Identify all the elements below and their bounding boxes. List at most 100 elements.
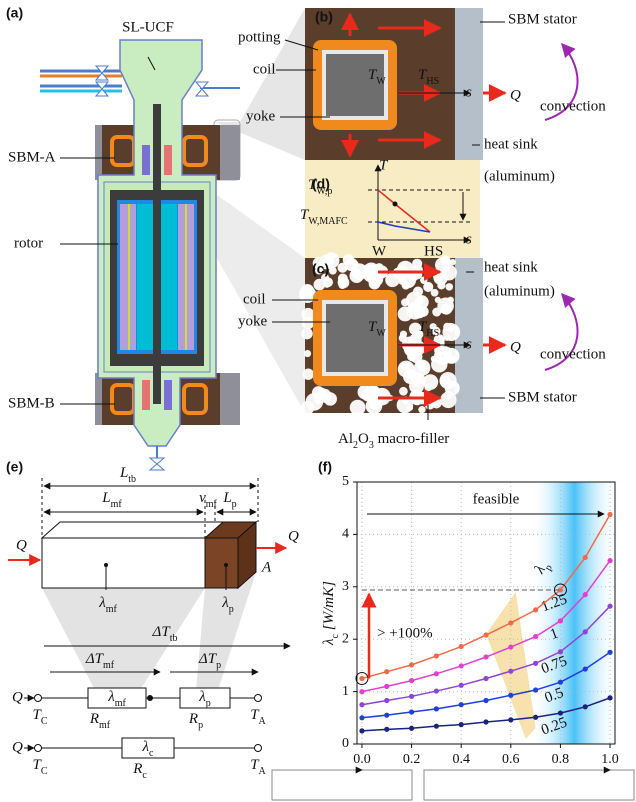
label: SBM-B xyxy=(8,395,55,411)
panel-tag: (e) xyxy=(6,459,23,475)
text-part: tb xyxy=(170,633,178,644)
label: Q xyxy=(16,537,27,553)
macro-filler xyxy=(407,405,413,411)
text-part: mf xyxy=(106,604,118,615)
label: HS xyxy=(424,243,443,259)
y-tick-label: 2 xyxy=(342,631,349,646)
machine xyxy=(40,40,240,470)
y-tick-label: 3 xyxy=(342,579,349,594)
data-point xyxy=(483,698,488,703)
data-point xyxy=(607,604,612,609)
data-point xyxy=(434,706,439,711)
data-point xyxy=(483,632,488,637)
text-part: L xyxy=(101,490,110,506)
label: yoke xyxy=(246,108,276,124)
label: vmf xyxy=(199,490,217,509)
data-point xyxy=(409,709,414,714)
data-point xyxy=(359,715,364,720)
label: SBM stator xyxy=(508,389,577,405)
label: (aluminum) xyxy=(484,283,555,299)
data-point xyxy=(459,644,464,649)
macro-filler xyxy=(301,401,314,414)
text-part: p xyxy=(198,720,203,731)
macro-filler xyxy=(317,388,326,397)
text-part: mf xyxy=(115,698,127,709)
data-point xyxy=(359,689,364,694)
label: SL-UCF xyxy=(122,19,174,35)
data-point xyxy=(483,654,488,659)
text-part: HS xyxy=(426,328,439,339)
macro-filler xyxy=(398,361,415,378)
label: s xyxy=(466,231,472,247)
x-tick-label: 0.0 xyxy=(353,752,371,767)
macro-filler xyxy=(414,308,424,318)
label: Lmf xyxy=(101,490,122,509)
label: convection xyxy=(540,346,606,362)
data-point xyxy=(459,702,464,707)
label: heat sink xyxy=(484,136,538,152)
label: Q xyxy=(510,87,521,103)
data-point xyxy=(583,704,588,709)
text-part: [W/mK] xyxy=(321,581,337,634)
macro-filler xyxy=(303,368,314,379)
data-point xyxy=(434,671,439,676)
panel-tag: (c) xyxy=(312,261,329,277)
data-point xyxy=(533,687,538,692)
text-part: mf xyxy=(103,660,115,671)
macro-filler xyxy=(447,297,454,304)
data-point xyxy=(558,680,563,685)
text-part: W xyxy=(376,328,386,339)
macro-filler xyxy=(358,385,373,400)
label: Q xyxy=(510,339,521,355)
macro-filler xyxy=(420,277,427,284)
label: Q xyxy=(288,528,299,544)
x-tick-label: 0.8 xyxy=(552,752,570,767)
data-point xyxy=(483,719,488,724)
text-part: R xyxy=(188,711,198,727)
panel-d-drawing xyxy=(305,160,480,258)
text-part: A xyxy=(259,766,267,777)
label: Q xyxy=(12,739,23,755)
macro-filler xyxy=(343,254,354,265)
data-point xyxy=(607,695,612,700)
text-part: c xyxy=(142,770,147,781)
data-point xyxy=(434,724,439,729)
data-point xyxy=(434,688,439,693)
panel-tag: (f) xyxy=(318,459,332,475)
macro-filler xyxy=(301,328,313,340)
data-point xyxy=(558,649,563,654)
data-point xyxy=(359,676,364,681)
text-part: ΔT xyxy=(152,624,172,640)
data-point xyxy=(483,676,488,681)
text-part: W,p xyxy=(316,186,332,197)
data-point xyxy=(607,650,612,655)
text-part: R xyxy=(89,711,99,727)
macro-filler xyxy=(338,277,350,289)
label: coil xyxy=(253,61,276,77)
x-tick-label: 0.6 xyxy=(502,752,520,767)
text-part: L xyxy=(222,490,231,506)
label: s xyxy=(466,84,472,100)
text-part: O xyxy=(358,431,369,447)
label: A xyxy=(261,559,272,575)
label: Rc xyxy=(132,761,147,780)
data-point xyxy=(558,710,563,715)
text-part: tb xyxy=(128,474,136,485)
label: SBM stator xyxy=(508,11,577,27)
data-point xyxy=(434,653,439,658)
label: coil xyxy=(243,291,266,307)
data-point xyxy=(459,683,464,688)
label: Lp xyxy=(222,490,236,509)
label: TA xyxy=(250,707,266,726)
y-tick-label: 5 xyxy=(342,474,349,489)
data-point xyxy=(607,512,612,517)
x-tick-label: 1.0 xyxy=(601,752,619,767)
x-tick-label: 0.2 xyxy=(403,752,421,767)
data-point xyxy=(583,592,588,597)
text-part: p xyxy=(229,604,234,615)
label: SBM-A xyxy=(8,149,56,165)
data-point xyxy=(384,698,389,703)
y-tick-label: 4 xyxy=(342,527,349,542)
label: W xyxy=(372,243,387,259)
macro-filler xyxy=(446,283,453,290)
